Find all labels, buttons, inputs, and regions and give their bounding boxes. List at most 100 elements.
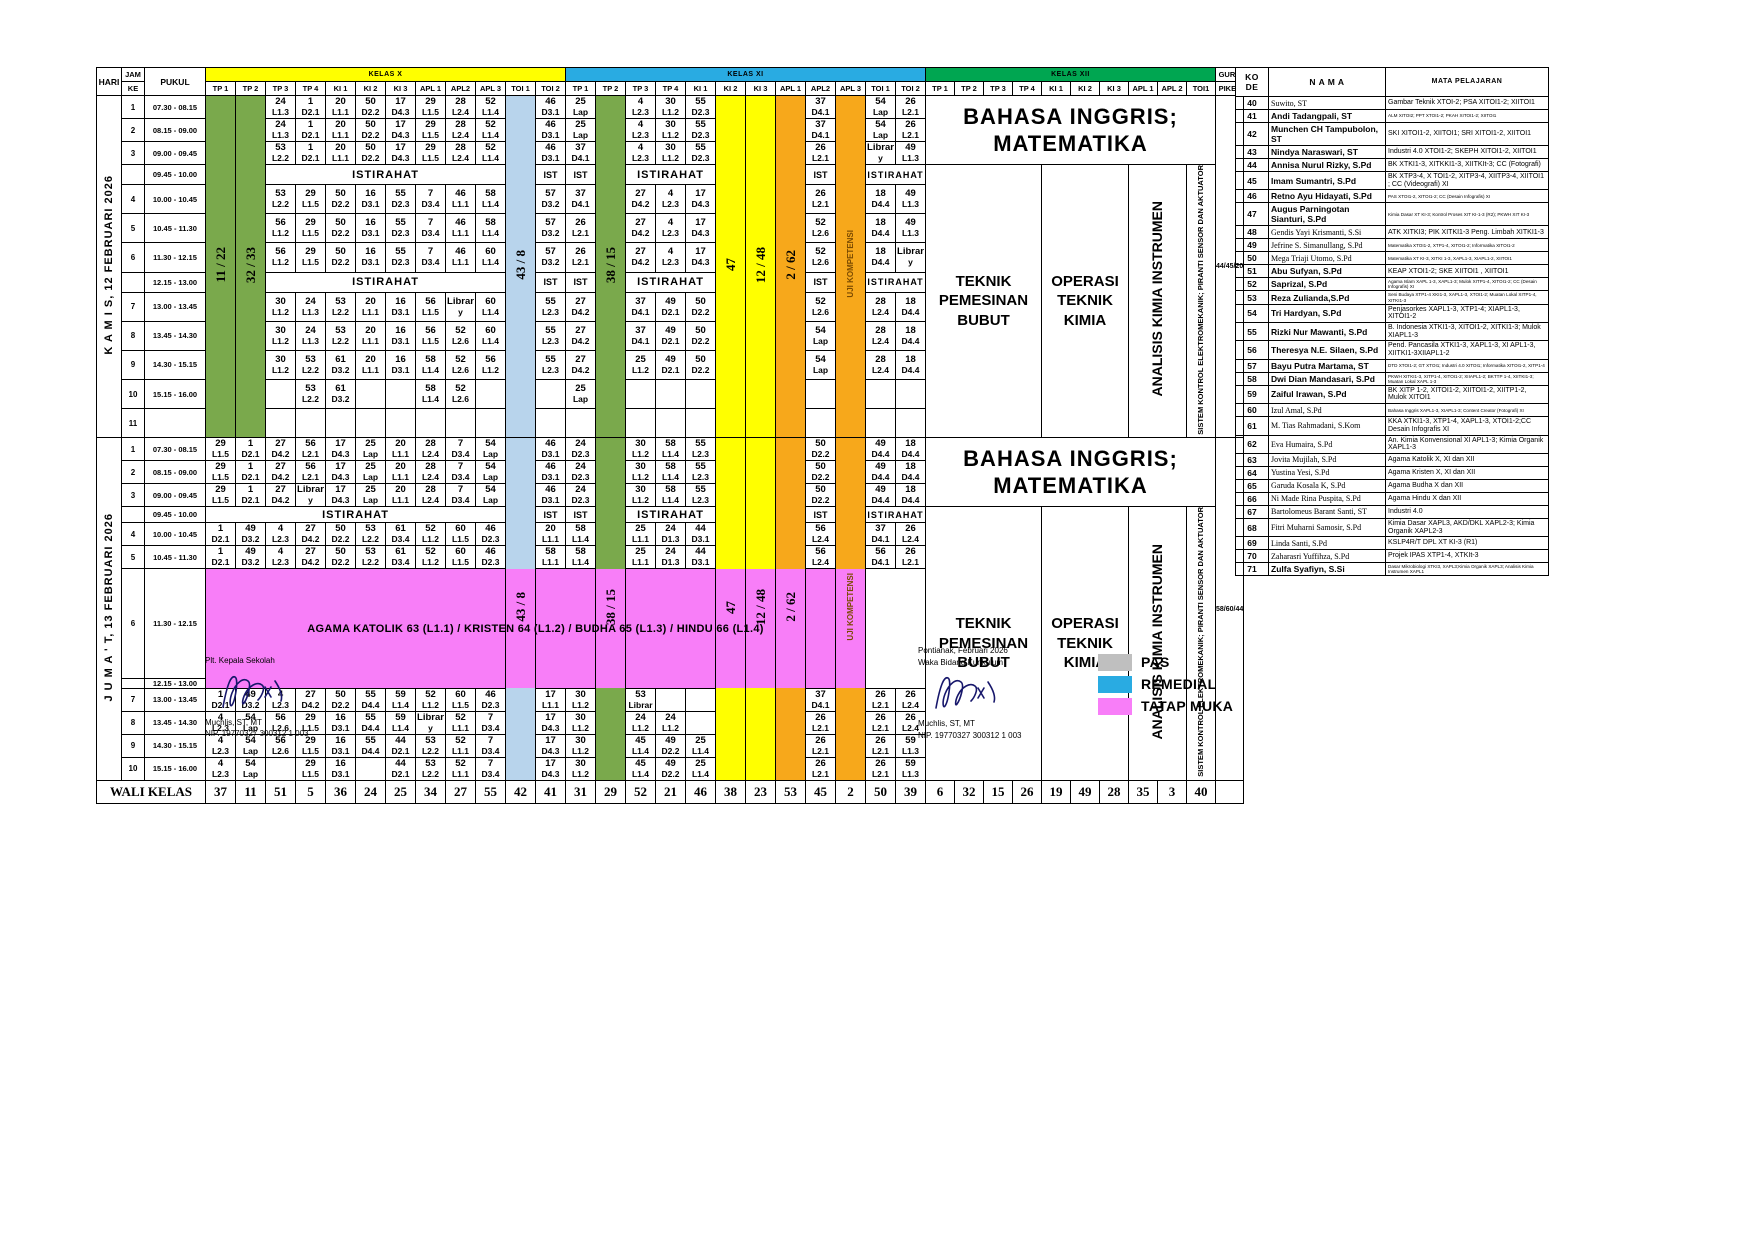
teacher-row: 61 M. Tias Rahmadani, S.Kom KKA XTKI1-3, X… (1235, 416, 1549, 436)
teacher-row: 57 Bayu Putra Martama, ST DTD XTOI1-2; GT … (1235, 358, 1549, 373)
teacher-subject: Matematika XT KI-3, XITKI 1-3, XAPL1-3, … (1385, 251, 1549, 266)
class-header-xii-2: TP 3 (983, 81, 1013, 96)
teacher-code: 67 (1235, 504, 1269, 519)
cell-x2-4-5: 53 L2.2 (355, 522, 386, 547)
header-kelas-xi: KELAS XI (565, 67, 926, 82)
break-istirahat-xi: ISTIRAHAT (625, 271, 716, 293)
legend-label: PAS (1141, 654, 1170, 670)
teacher-code: 68 (1235, 517, 1269, 538)
teacher-subject: B. Indonesia XTKI1-3, XITOI1-2, XITKI1-3… (1385, 321, 1549, 342)
pukul: 13.45 - 14.30 (144, 710, 206, 735)
cell-xi-toi-1-0: 54 Lap (865, 118, 896, 142)
cell-xi2-toi-11-1: 59 L1.3 (895, 756, 926, 781)
class-header-x-10: TOI 1 (505, 81, 536, 96)
pukul: 07.30 - 08.15 (144, 437, 206, 462)
wali-xi-10: 50 (865, 779, 896, 804)
wali-xi-7: 53 (775, 779, 806, 804)
cell-xi2-tp1-8: 30 L1.2 (565, 687, 596, 712)
merged-class-x-1: 32 / 33 (235, 94, 266, 439)
cell-xi-10-1: 49 D2.1 (655, 349, 686, 381)
schedule-row: K A M I S, 12 FEBRUARI 2026 1 07.30 - 08.1… (96, 94, 1245, 439)
teacher-row: 55 Rizki Nur Mawanti, S.Pd B. Indonesia XT… (1235, 321, 1549, 342)
cell-x2-10-3: 29 L1.5 (295, 733, 326, 758)
schedule-row: 12.15 - 13.00 ISTIRAHAT IST IST ISTIRAHAT IST… (97, 271, 1244, 293)
cell-x2-5-2: 4 L2.3 (265, 545, 296, 570)
schedule-row: 09.45 - 10.00 ISTIRAHAT IST IST ISTIRAHAT IST… (97, 163, 1244, 439)
teacher-row: 49 Jefrine S. Simanullang, S.Pd Matematika… (1235, 238, 1549, 253)
teacher-name: Reza Zulianda,S.Pd (1268, 290, 1386, 305)
cell-x2-11-5 (355, 756, 386, 781)
wali-x-9: 55 (475, 779, 506, 804)
cell-xi2-9-0: 24 L1.2 (625, 710, 656, 735)
class-header-x-11: TOI 2 (535, 81, 566, 96)
class-header-x-8: APL2 (445, 81, 476, 96)
schedule-row: 2 08.15 - 09.00 24 L1.3 1 D2.1 20 L1.1 50 D2.2 17 D… (97, 118, 1244, 142)
legend-swatch-icon (1098, 653, 1132, 671)
teacher-row: 59 Zaiful Irawan, S.Pd BK XITP 1-2, XITOI1… (1235, 384, 1549, 405)
cell-x-11-2: 61 D3.2 (325, 379, 356, 410)
wali-xi-3: 21 (655, 779, 686, 804)
pukul: 13.45 - 14.30 (144, 320, 206, 351)
cell-xi-4-1: 4 L2.3 (655, 184, 686, 215)
cell-x-9-3: 20 L1.1 (355, 320, 386, 351)
teacher-name: M. Tias Rahmadani, S.Kom (1268, 416, 1386, 436)
class-header-x-9: APL 3 (475, 81, 506, 96)
cell-x2-2-0: 29 L1.5 (205, 483, 236, 508)
cell-xi2-tp1-5: 58 L1.4 (565, 545, 596, 570)
wali-xii-3: 26 (1012, 779, 1042, 804)
teacher-row: 68 Fitri Muharni Samosir, S.Pd Kimia Dasar… (1235, 517, 1549, 538)
left-title: Plt. Kepala Sekolah (205, 656, 275, 665)
schedule-row: 7 13.00 - 13.45 30 L1.2 24 L1.3 53 L2.2 20 L1.1 16… (97, 291, 1244, 322)
break-istirahat-xi-toi: ISTIRAHAT (865, 271, 926, 293)
wali-x-6: 25 (385, 779, 416, 804)
cell-xi-tp1-3: IST (565, 163, 596, 186)
teacher-subject: ALM XITOI2; PPT XTOI1-2; PKAH XITOI1-2; … (1385, 109, 1549, 123)
cell-x2-11-3: 29 L1.5 (295, 756, 326, 781)
cell-xi-apl2-12 (805, 408, 836, 439)
teacher-subject: SKI XITOI1-2, XIITOI1; SRI XITOI1-2, XII… (1385, 122, 1549, 146)
wali-x-1: 11 (235, 779, 266, 804)
teacher-row: 64 Yustina Yesi, S.Pd Agama Kristen X, XI … (1235, 465, 1549, 480)
cell-x-8-0: 30 L1.2 (265, 291, 296, 322)
cell-x-11-0 (265, 379, 296, 410)
cell-x-9-2: 53 L2.2 (325, 320, 356, 351)
right-title: Waka Bidang Kurikulum (918, 657, 1004, 667)
cell-xi-apl2-0: 37 D4.1 (805, 95, 836, 119)
cell-x2-8-4: 50 D2.2 (325, 687, 356, 712)
teacher-name: Yustina Yesi, S.Pd (1268, 465, 1386, 480)
cell-xi-6-1: 4 L2.3 (655, 242, 686, 273)
cell-x-10-0: 30 L1.2 (265, 349, 296, 381)
cell-x2-4-7: 52 L1.2 (415, 522, 446, 547)
teacher-name: Bartolomeus Barant Santi, ST (1268, 504, 1386, 519)
cell-xi2-4-2: 44 D3.1 (685, 522, 716, 547)
teacher-subject: Kimia Dasar XT KI-3; Kontrol Proses XIT … (1385, 202, 1549, 227)
cell-xi2-0-0: 30 L1.2 (625, 437, 656, 462)
cell-x2-9-6: 59 L1.4 (385, 710, 416, 735)
cell-xi-toi-0-0: 54 Lap (865, 95, 896, 119)
cell-x2-0-4: 17 D4.3 (325, 437, 356, 462)
cell-xi2-apl2-5: 56 L2.4 (805, 545, 836, 570)
cell-xi-tp1-12 (565, 408, 596, 439)
wali-x-2: 51 (265, 779, 296, 804)
kelas-xii-teknik-pemesinan-bubut: TEKNIK PEMESINAN BUBUT (925, 163, 1042, 439)
cell-xi-toi-1-1: 26 L2.1 (895, 118, 926, 142)
wali-xii-2: 15 (983, 779, 1013, 804)
cell-x-1-3: 50 D2.2 (355, 118, 386, 142)
cell-x-4-3: 16 D3.1 (355, 184, 386, 215)
teacher-name: Zulfa Syafiyn, S.Si (1268, 562, 1386, 577)
cell-xi-toi-5-1: 49 L1.3 (895, 213, 926, 244)
cell-x-0-3: 50 D2.2 (355, 95, 386, 119)
cell-x-4-7: 58 L1.4 (475, 184, 506, 215)
class-header-xi-11: TOI 2 (895, 81, 926, 96)
cell-x2-1-2: 27 D4.2 (265, 460, 296, 485)
teacher-subject: Penjasorkes XAPL1-3, XTP1-4; XIAPL1-3, X… (1385, 303, 1549, 323)
right-nip: NIP. 19770327 300312 1 003 (918, 730, 1022, 740)
wali-xi-6: 23 (745, 779, 776, 804)
teacher-code: 53 (1235, 290, 1269, 305)
jam-ke: 9 (121, 733, 145, 758)
wali-kelas-row: WALI KELAS 37 11 51 5 36 24 25 34 27 55 42 41 31 29 52 2… (96, 779, 1245, 804)
teacher-code: 51 (1235, 264, 1269, 279)
schedule-row: 11 (97, 408, 1244, 439)
wali-xi-1: 29 (595, 779, 626, 804)
cell-x-toi2-4: 57 D3.2 (535, 184, 566, 215)
